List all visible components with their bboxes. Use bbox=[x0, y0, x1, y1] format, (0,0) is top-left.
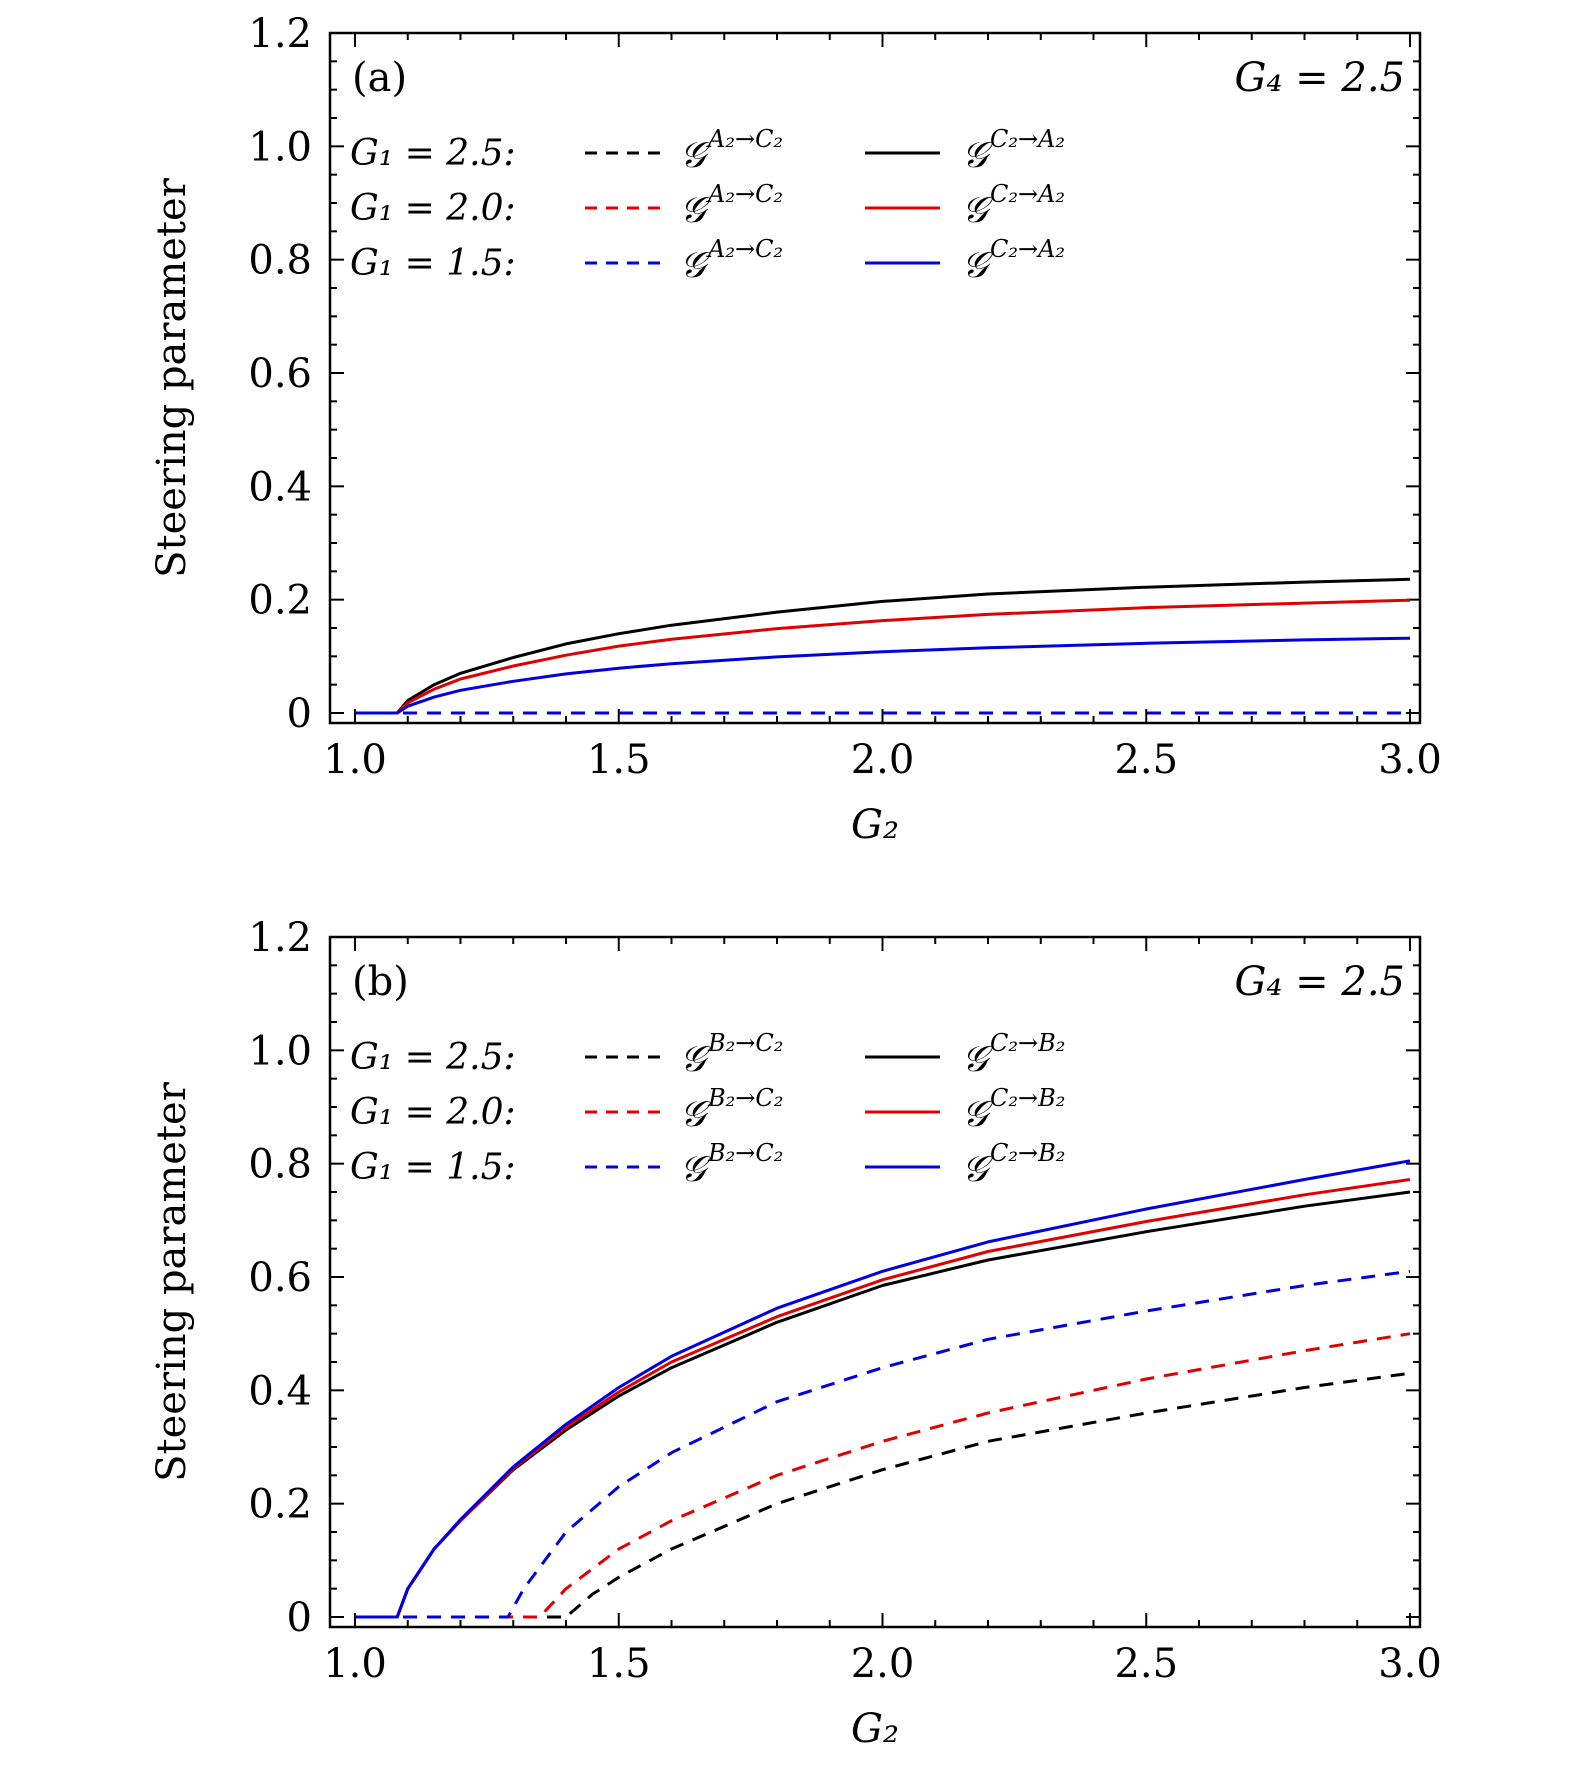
legend-dashed-symbol: 𝒢 bbox=[680, 1149, 711, 1190]
y-tick-label: 1.0 bbox=[248, 1028, 312, 1074]
y-tick-label: 1.2 bbox=[248, 11, 312, 57]
y-tick-label: 0.8 bbox=[248, 238, 312, 284]
y-tick-label: 1.0 bbox=[248, 124, 312, 170]
series-line bbox=[355, 1332, 1411, 1619]
y-tick-label: 0.2 bbox=[248, 1482, 312, 1528]
y-tick-label: 0.2 bbox=[248, 578, 312, 624]
legend-group-label: G₁ = 1.5: bbox=[350, 1147, 516, 1188]
x-tick-label: 2.5 bbox=[1114, 737, 1178, 783]
legend-solid-symbol: 𝒢 bbox=[962, 190, 993, 231]
x-tick-label: 2.0 bbox=[851, 737, 915, 783]
legend-group-label: G₁ = 2.5: bbox=[350, 133, 516, 174]
x-axis-title: G₂ bbox=[851, 1706, 899, 1752]
legend-dashed-symbol: 𝒢 bbox=[680, 245, 711, 286]
series-line bbox=[355, 636, 1411, 715]
legend-solid-sup: C₂→A₂ bbox=[990, 180, 1065, 208]
y-axis-title: Steering parameter bbox=[149, 1081, 195, 1482]
x-tick-label: 1.5 bbox=[587, 1641, 651, 1687]
legend-dashed-symbol: 𝒢 bbox=[680, 1039, 711, 1080]
legend-group-label: G₁ = 1.5: bbox=[350, 243, 516, 284]
series-line bbox=[355, 1159, 1411, 1619]
legend-solid-symbol: 𝒢 bbox=[962, 1149, 993, 1190]
series-line bbox=[355, 1178, 1411, 1619]
plot-frame bbox=[328, 935, 1422, 1629]
legend-dashed-sup: B₂→C₂ bbox=[707, 1084, 783, 1112]
legend-dashed-symbol: 𝒢 bbox=[680, 1094, 711, 1135]
panel-a: 1.0 1.5 2.0 2.5 3.0 0 0.2 0.4 0.6 0.8 1.0 1.2 G₂ Stee… bbox=[149, 11, 1442, 848]
legend-solid-sup: C₂→B₂ bbox=[990, 1084, 1065, 1112]
series-line bbox=[355, 1371, 1411, 1619]
x-tick-label: 1.0 bbox=[323, 1641, 387, 1687]
legend-dashed-symbol: 𝒢 bbox=[680, 135, 711, 176]
y-tick-label: 0.4 bbox=[248, 1368, 312, 1414]
series-line bbox=[355, 1269, 1411, 1619]
legend-solid-symbol: 𝒢 bbox=[962, 135, 993, 176]
y-tick-label: 0 bbox=[287, 691, 312, 737]
legend-dashed-sup: A₂→C₂ bbox=[706, 125, 783, 153]
legend-solid-symbol: 𝒢 bbox=[962, 1094, 993, 1135]
legend-group-label: G₁ = 2.5: bbox=[350, 1037, 516, 1078]
legend-solid-sup: C₂→B₂ bbox=[990, 1029, 1065, 1057]
legend-dashed-sup: B₂→C₂ bbox=[707, 1139, 783, 1167]
legend-group-label: G₁ = 2.0: bbox=[350, 1092, 516, 1133]
legend-solid-symbol: 𝒢 bbox=[962, 245, 993, 286]
y-tick-label: 0.6 bbox=[248, 1255, 312, 1301]
legend-group-label: G₁ = 2.0: bbox=[350, 188, 516, 229]
y-tick-label: 0 bbox=[287, 1595, 312, 1641]
series-line bbox=[355, 1190, 1411, 1619]
series-line bbox=[355, 577, 1411, 715]
y-axis-title: Steering parameter bbox=[149, 177, 195, 578]
legend-dashed-symbol: 𝒢 bbox=[680, 190, 711, 231]
y-tick-label: 0.8 bbox=[248, 1142, 312, 1188]
x-tick-label: 3.0 bbox=[1378, 737, 1442, 783]
x-tick-label: 2.5 bbox=[1114, 1641, 1178, 1687]
y-tick-label: 0.4 bbox=[248, 464, 312, 510]
x-tick-label: 3.0 bbox=[1378, 1641, 1442, 1687]
x-tick-label: 1.0 bbox=[323, 737, 387, 783]
x-axis-title: G₂ bbox=[851, 802, 899, 848]
g4-annotation: G₄ = 2.5 bbox=[1234, 55, 1405, 101]
legend-solid-sup: C₂→B₂ bbox=[990, 1139, 1065, 1167]
legend-dashed-sup: A₂→C₂ bbox=[706, 180, 783, 208]
x-tick-label: 2.0 bbox=[851, 1641, 915, 1687]
panel-label: (b) bbox=[352, 959, 409, 1005]
series-line bbox=[355, 598, 1411, 715]
x-tick-label: 1.5 bbox=[587, 737, 651, 783]
y-tick-label: 0.6 bbox=[248, 351, 312, 397]
legend-solid-sup: C₂→A₂ bbox=[990, 235, 1065, 263]
legend-dashed-sup: A₂→C₂ bbox=[706, 235, 783, 263]
y-tick-label: 1.2 bbox=[248, 915, 312, 961]
panel-label: (a) bbox=[352, 55, 407, 101]
g4-annotation: G₄ = 2.5 bbox=[1234, 959, 1405, 1005]
plot-frame bbox=[328, 31, 1422, 725]
legend-dashed-sup: B₂→C₂ bbox=[707, 1029, 783, 1057]
legend-solid-sup: C₂→A₂ bbox=[990, 125, 1065, 153]
legend-solid-symbol: 𝒢 bbox=[962, 1039, 993, 1080]
panel-b: 1.0 1.5 2.0 2.5 3.0 0 0.2 0.4 0.6 0.8 1.0 1.2 G₂ Stee… bbox=[149, 915, 1442, 1752]
